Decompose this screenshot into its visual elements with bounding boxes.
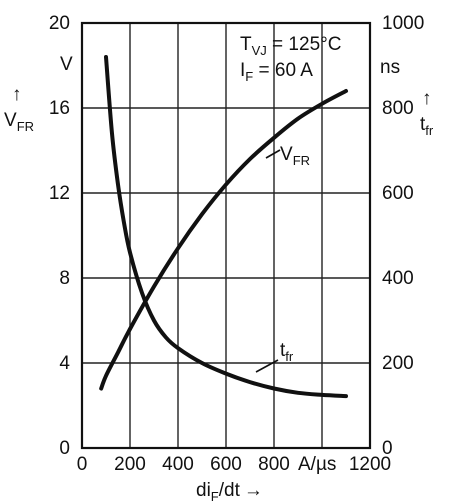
- x-tick-label: 1200: [349, 454, 391, 475]
- y-left-tick-label: 16: [49, 98, 70, 119]
- tick-labels: 0 200 400 600 800 120004812162002004006008001…: [49, 13, 424, 475]
- y-right-tick-label: 600: [382, 183, 414, 204]
- y-left-tick-label: 4: [59, 353, 70, 374]
- x-tick-label: 600: [210, 454, 242, 475]
- series-label-vfr: VFR: [280, 144, 310, 168]
- grid-lines: [82, 23, 370, 448]
- series-line-tfr: [104, 55, 348, 399]
- condition-current: IF = 60 A: [240, 60, 313, 84]
- series-line-vfr: [99, 89, 348, 391]
- left-axis-label: VFR: [4, 110, 34, 134]
- y-right-tick-label: 1000: [382, 13, 424, 34]
- condition-temperature: TVJ = 125°C: [240, 34, 341, 58]
- y-left-tick-label: 8: [59, 268, 70, 289]
- x-tick-label: 800: [258, 454, 290, 475]
- x-tick-label: 400: [162, 454, 194, 475]
- x-unit-label: A/µs: [298, 454, 336, 475]
- right-unit-label: ns: [380, 57, 400, 78]
- right-axis-label: tfr: [420, 114, 434, 138]
- plot-frame: [80, 21, 372, 450]
- x-axis-label: diF/dt →: [196, 480, 263, 503]
- left-unit-label: V: [60, 54, 73, 75]
- y-left-tick-label: 12: [49, 183, 70, 204]
- y-right-tick-label: 400: [382, 268, 414, 289]
- x-tick-label: 0: [77, 454, 88, 475]
- tfr-label-leader: [255, 359, 279, 373]
- y-left-tick-label: 20: [49, 13, 70, 34]
- vfr-label-leader: [265, 149, 281, 159]
- right-axis-arrow: ↑: [422, 88, 432, 109]
- y-right-tick-label: 0: [382, 438, 393, 459]
- left-axis-arrow: ↑: [12, 84, 22, 105]
- curves: [99, 55, 348, 399]
- x-tick-label: 200: [114, 454, 146, 475]
- y-right-tick-label: 200: [382, 353, 414, 374]
- series-label-tfr: tfr: [280, 340, 294, 364]
- y-right-tick-label: 800: [382, 98, 414, 119]
- y-left-tick-label: 0: [59, 438, 70, 459]
